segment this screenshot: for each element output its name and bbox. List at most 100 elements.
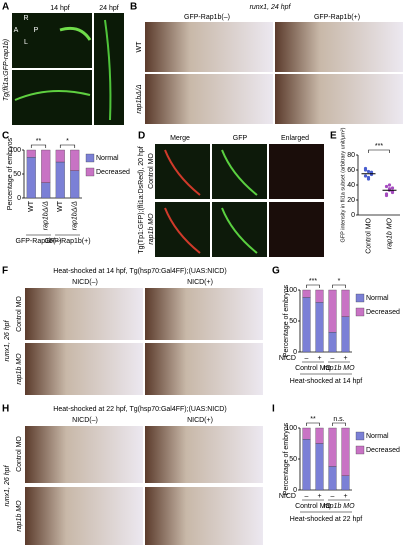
bar-segment <box>341 475 350 491</box>
panel-label: D <box>138 131 145 142</box>
bar-segment <box>55 149 65 163</box>
x-tick-label: + <box>317 493 321 500</box>
data-point <box>387 183 392 187</box>
legend-swatch <box>355 431 365 441</box>
y-tick-label: 80 <box>347 152 355 159</box>
legend-swatch <box>355 293 365 303</box>
axis-label: L <box>24 39 28 46</box>
bar-segment <box>26 157 36 199</box>
bar-segment <box>315 302 324 353</box>
side-label: Tg(fli1a:GFP-rap1b) <box>3 39 10 101</box>
panel-label: F <box>2 266 8 277</box>
bar-segment <box>41 149 51 183</box>
side-label: runx1, 26 hpf <box>4 465 11 507</box>
significance-bracket <box>368 149 390 153</box>
row-label: Control MO <box>16 436 23 472</box>
significance-label: * <box>66 138 69 145</box>
column-label: NICD(+) <box>187 279 213 286</box>
y-tick-label: 40 <box>347 182 355 189</box>
significance-label: ** <box>36 138 42 145</box>
legend-swatch <box>355 445 365 455</box>
y-tick-label: 50 <box>289 318 297 325</box>
column-label: NICD(+) <box>187 417 213 424</box>
image <box>12 13 92 68</box>
y-tick-label: 50 <box>13 171 21 178</box>
y-tick-label: 100 <box>285 425 297 432</box>
image <box>145 22 273 72</box>
y-axis-title: Percentage of embryos <box>283 284 290 357</box>
x-tick-label: – <box>305 355 309 362</box>
significance-label: ** <box>310 416 316 423</box>
x-tick-label: – <box>331 493 335 500</box>
data-point <box>366 177 371 181</box>
y-tick-label: 0 <box>351 212 355 219</box>
panel-label: G <box>272 266 280 277</box>
row-label: rap1bΔ/Δ <box>136 84 143 114</box>
column-label: GFP-Rap1b(–) <box>184 14 230 21</box>
y-tick-label: 100 <box>285 287 297 294</box>
group-label: rap1b MO <box>323 365 355 372</box>
legend-label: Decreased <box>366 447 400 454</box>
y-tick-label: 0 <box>17 195 21 202</box>
image <box>269 144 324 199</box>
vessel <box>164 149 201 254</box>
x-tick-label: rap1bΔ/Δ <box>43 201 50 231</box>
legend-swatch <box>85 153 95 163</box>
bar-segment <box>328 289 337 333</box>
row-label: Control MO <box>16 296 23 332</box>
y-tick-label: 50 <box>289 456 297 463</box>
significance-label: *** <box>309 278 317 285</box>
legend-label: Normal <box>366 433 389 440</box>
bar-segment <box>328 466 337 491</box>
image <box>25 343 143 395</box>
bar-segment <box>302 439 311 491</box>
x-tick-label: WT <box>57 200 64 212</box>
panel-label: I <box>272 404 275 415</box>
column-label: Merge <box>170 135 190 142</box>
group-label: GFP-Rap1b(–) <box>16 238 62 245</box>
y-axis-title: Percentage of embryos <box>7 137 14 210</box>
data-point <box>363 174 368 178</box>
vessel <box>221 149 258 254</box>
time-label: 24 hpf <box>99 5 119 12</box>
x-tick-label: rap1bΔ/Δ <box>72 201 79 231</box>
row-label: rap1b MO <box>16 500 23 532</box>
significance-label: n.s. <box>333 416 344 423</box>
axis-label: P <box>34 27 39 34</box>
significance-bracket <box>332 284 346 288</box>
image <box>145 343 263 395</box>
x-tick-label: WT <box>28 200 35 212</box>
panel-label: A <box>2 2 9 13</box>
legend-label: Normal <box>96 155 119 162</box>
x-axis-title: Heat-shocked at 14 hpf <box>290 378 362 385</box>
significance-label: *** <box>375 143 383 150</box>
x-axis-title: Heat-shocked at 22 hpf <box>290 516 362 523</box>
column-label: Enlarged <box>281 135 309 142</box>
row-label: rap1b MO <box>148 213 155 245</box>
bar-segment <box>341 427 350 476</box>
axis-label: R <box>23 15 28 22</box>
time-label: 14 hpf <box>50 5 70 12</box>
image <box>275 74 403 124</box>
group-label: rap1b MO <box>323 503 355 510</box>
legend-label: Decreased <box>366 309 400 316</box>
data-point <box>390 190 395 194</box>
panel-label: E <box>330 131 337 142</box>
x-tick-label: – <box>331 355 335 362</box>
data-point <box>384 193 389 198</box>
x-tick-label: + <box>343 493 347 500</box>
image <box>212 202 267 257</box>
y-tick-label: 0 <box>293 487 297 494</box>
vessel <box>104 19 112 121</box>
y-tick-label: 20 <box>347 197 355 204</box>
data-point <box>366 169 371 174</box>
group-label: GFP-Rap1b(+) <box>44 238 90 245</box>
image <box>25 426 143 483</box>
x-tick-label: Control MO <box>365 217 372 253</box>
significance-bracket <box>30 144 47 148</box>
group-label: Control MO <box>295 365 331 372</box>
significance-bracket <box>306 422 320 426</box>
image <box>269 202 324 257</box>
bar-segment <box>315 289 324 303</box>
